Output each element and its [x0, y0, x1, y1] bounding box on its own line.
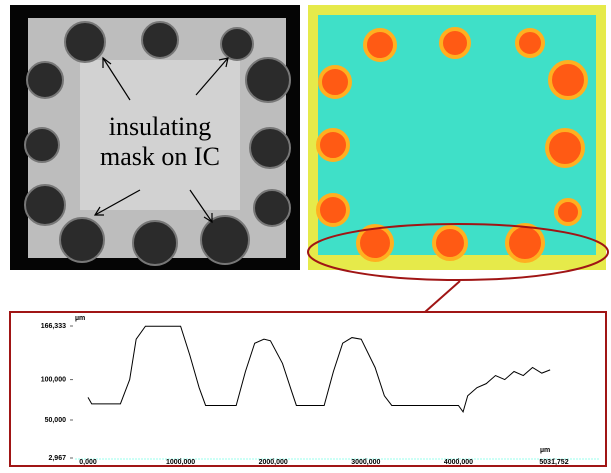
y-tick-label: 50,000 — [45, 417, 67, 424]
y-tick-label: 100,000 — [41, 376, 66, 383]
x-unit: µm — [540, 447, 550, 454]
height-map — [308, 5, 608, 312]
y-unit: µm — [75, 315, 85, 322]
profile-line — [88, 326, 550, 412]
y-tick-label: 166,333 — [41, 323, 66, 330]
y-tick-label: 2,967 — [48, 455, 66, 462]
profile-frame — [10, 312, 606, 466]
figure: insulatingmask on IC µm µm 2,967 50,000 10… — [0, 0, 611, 468]
